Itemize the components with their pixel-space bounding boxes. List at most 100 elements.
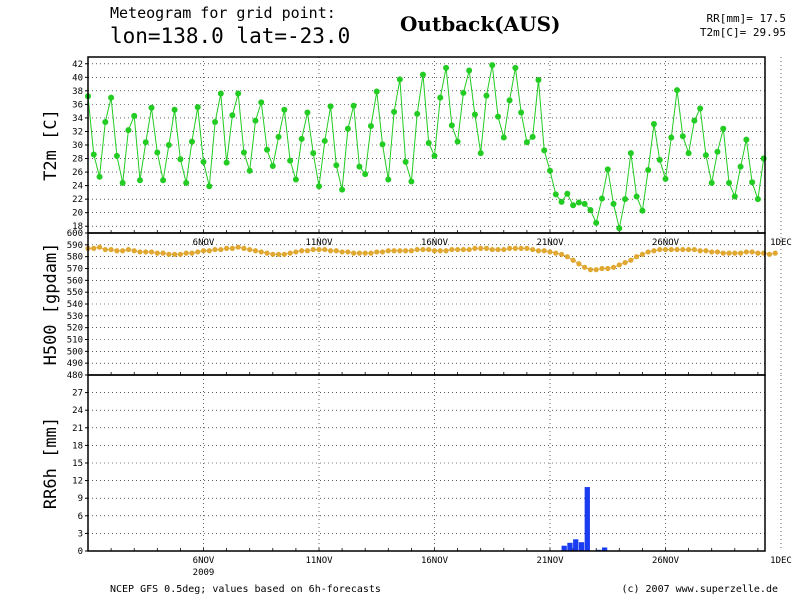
y-tick-label: 34 [72,114,83,124]
h500-point [195,249,201,255]
t2m-point [512,64,519,71]
t2m-point [627,150,634,157]
t2m-point [223,159,230,166]
t2m-point [396,76,403,83]
h500-point [414,246,420,253]
h500-point [530,246,536,253]
panel-2: 0 3 6 9 12 15 18 21 24 27 6NOV 11NOV 16NOV 21NOV 26NOV… [41,374,792,578]
h500-point [212,246,218,253]
t2m-point [587,206,594,213]
t2m-point [431,152,438,159]
y-tick-label: 24 [72,406,83,416]
h500-point [148,249,155,255]
y-tick-label: 550 [67,288,83,298]
t2m-point [258,99,265,106]
h500-point [385,248,391,254]
y-tick-label: 560 [67,276,83,286]
h500-point [108,246,114,253]
y-tick-label: 3 [78,529,83,539]
t2m-point [316,183,322,190]
t2m-point [142,139,149,146]
h500-point [304,248,311,254]
t2m-point [697,105,704,112]
h500-point [639,251,646,257]
t2m-point [720,125,727,132]
h500-point [172,251,178,257]
h500-point [379,249,386,255]
h500-point [275,251,282,257]
x-tick-label: 26NOV [652,238,680,248]
footer-credit: (c) 2007 www.superzelle.de [621,584,778,595]
t2m-point [217,90,224,97]
t2m-point [570,202,577,209]
y-tick-label: 26 [72,168,83,178]
t2m-point [402,158,409,165]
h500-point [408,248,414,254]
t2m-point [310,150,317,157]
t2m-point [495,113,502,120]
t2m-point [188,138,195,145]
h500-point [137,249,143,255]
t2m-point [339,186,346,193]
h500-point [356,250,363,256]
t2m-point [252,117,259,124]
h500-point [772,250,778,256]
t2m-point [350,102,357,109]
h500-point [599,265,605,272]
rr-bar [567,542,573,551]
t2m-point [113,152,120,159]
h500-point [732,250,738,256]
t2m-point [645,167,652,174]
y-tick-label: 18 [72,441,83,451]
h500-point [466,246,472,253]
t2m-point [194,104,201,111]
x-tick-label: 11NOV [305,238,333,248]
t2m-point [362,171,369,178]
h500-point [455,246,461,253]
t2m-point [304,109,311,116]
h500-point [766,251,773,257]
h500-point [310,246,316,253]
t2m-point [154,149,161,156]
t2m-point [691,117,698,124]
h500-point [564,254,570,260]
t2m-point [379,141,386,148]
t2m-point [414,110,421,117]
h500-point [651,248,657,254]
h500-point [605,265,611,272]
h500-point [397,248,403,254]
h500-point [391,248,397,254]
h500-point [662,246,669,253]
t2m-point [737,163,744,170]
h500-point [755,250,761,256]
h500-point [443,248,449,254]
h500-point [749,249,755,255]
t2m-point [373,88,380,95]
t2m-point [489,62,496,69]
h500-point [541,248,547,254]
y-tick-label: 530 [67,312,83,322]
h500-point [582,264,588,270]
y-tick-label: 570 [67,265,83,275]
t2m-point [131,112,138,119]
h500-point [420,246,426,253]
t2m-point [90,151,97,158]
h500-point [518,245,524,251]
y-tick-label: 32 [72,127,83,137]
y-tick-label: 540 [67,300,83,310]
t2m-point [593,219,600,226]
y-tick-label: 590 [67,241,83,251]
x-tick-label: 21NOV [536,556,564,566]
t2m-mean-stat: T2m[C]= 29.95 [699,26,786,39]
h500-point [247,246,253,253]
y-axis-label: H500 [gpdam] [41,243,61,366]
h500-point [270,251,276,257]
t2m-point [662,175,669,182]
h500-point [160,250,166,256]
t2m-point [287,157,294,164]
h500-point [316,246,322,253]
t2m-point [471,111,478,118]
h500-point [506,245,513,251]
t2m-point [102,118,109,125]
